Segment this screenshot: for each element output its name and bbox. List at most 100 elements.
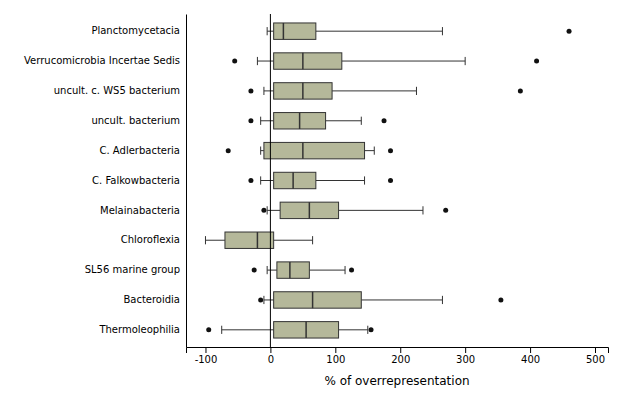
median — [257, 232, 259, 248]
cap — [442, 296, 443, 304]
whisker — [316, 180, 365, 181]
x-axis-title: % of overrepresentation — [324, 374, 469, 388]
flier — [252, 268, 257, 273]
tick-label: Bacteroidia — [123, 294, 180, 305]
flier — [258, 297, 263, 302]
plot: -100 0 100 200 300 400 500 PlanctomycetaciaVerr… — [24, 14, 608, 365]
flier — [248, 88, 253, 93]
tick-label: Thermoleophilia — [98, 324, 180, 335]
cap — [267, 266, 268, 274]
tick-label: Chloroflexia — [121, 234, 180, 245]
box — [274, 23, 316, 39]
tick-mark — [530, 347, 531, 353]
cap — [361, 117, 362, 125]
flier — [226, 148, 231, 153]
tick: Bacteroidia — [123, 294, 186, 305]
box-group — [232, 53, 539, 69]
tick: 500 — [586, 347, 605, 365]
flier — [518, 88, 523, 93]
whisker — [365, 150, 375, 151]
tick-label: Verrucomicrobia Incertae Sedis — [24, 55, 180, 66]
reference-line — [270, 14, 271, 347]
box — [274, 113, 326, 129]
cap — [267, 27, 268, 35]
whisker — [309, 270, 345, 271]
tick-label: -100 — [195, 354, 218, 365]
whisker — [339, 329, 368, 330]
cap — [260, 117, 261, 125]
axis-line — [187, 348, 609, 354]
tick-mark — [335, 347, 336, 353]
cap — [263, 296, 264, 304]
tick: Chloroflexia — [121, 234, 186, 245]
cap — [267, 206, 268, 214]
flier — [534, 59, 539, 64]
flier — [248, 118, 253, 123]
tick: Verrucomicrobia Incertae Sedis — [24, 55, 186, 66]
box — [274, 53, 342, 69]
tick-label: C. Adlerbacteria — [100, 145, 180, 156]
box — [274, 322, 339, 338]
cap — [263, 87, 264, 95]
flier — [232, 59, 237, 64]
whisker — [222, 329, 274, 330]
tick: uncult. bacterium — [91, 115, 186, 126]
cap — [364, 176, 365, 184]
tick-label: 100 — [326, 354, 345, 365]
box-group — [258, 292, 503, 308]
cap — [221, 326, 222, 334]
cap — [416, 87, 417, 95]
tick: Melainabacteria — [100, 205, 186, 216]
box-group — [226, 142, 393, 158]
box — [277, 262, 309, 278]
median — [309, 202, 311, 218]
flier — [261, 208, 266, 213]
y-axis: PlanctomycetaciaVerrucomicrobia Incertae… — [24, 15, 186, 348]
flier — [388, 178, 393, 183]
whisker — [339, 210, 423, 211]
whisker — [261, 180, 274, 181]
box-group — [248, 83, 522, 99]
whisker — [274, 240, 313, 241]
tick: 100 — [326, 347, 345, 365]
tick-label: C. Falkowbacteria — [92, 175, 180, 186]
tick-mark — [205, 347, 206, 353]
flier — [567, 29, 572, 34]
whisker — [326, 120, 362, 121]
tick: 300 — [456, 347, 475, 365]
whisker — [257, 61, 273, 62]
box-group — [205, 232, 312, 248]
cap — [260, 147, 261, 155]
tick: Thermoleophilia — [98, 324, 186, 335]
flier — [206, 327, 211, 332]
cap — [312, 236, 313, 244]
tick-label: SL56 marine group — [85, 264, 180, 275]
tick: uncult. c. WS5 bacterium — [54, 85, 186, 96]
median — [289, 262, 291, 278]
flier — [498, 297, 503, 302]
tick: 0 — [268, 347, 274, 365]
tick-mark — [400, 347, 401, 353]
median — [302, 83, 304, 99]
flier — [388, 148, 393, 153]
flier — [248, 178, 253, 183]
cap — [374, 147, 375, 155]
flier — [382, 118, 387, 123]
tick: 200 — [391, 347, 410, 365]
tick-label: 200 — [391, 354, 410, 365]
cap — [422, 206, 423, 214]
cap — [205, 236, 206, 244]
whisker — [267, 270, 277, 271]
median — [302, 53, 304, 69]
tick-mark — [465, 347, 466, 353]
box — [280, 202, 338, 218]
box — [225, 232, 274, 248]
tick-mark — [595, 347, 596, 353]
cap — [257, 57, 258, 65]
whisker — [205, 240, 224, 241]
box — [264, 142, 365, 158]
flier — [349, 268, 354, 273]
box — [274, 292, 362, 308]
tick: 400 — [521, 347, 540, 365]
tick-label: 300 — [456, 354, 475, 365]
